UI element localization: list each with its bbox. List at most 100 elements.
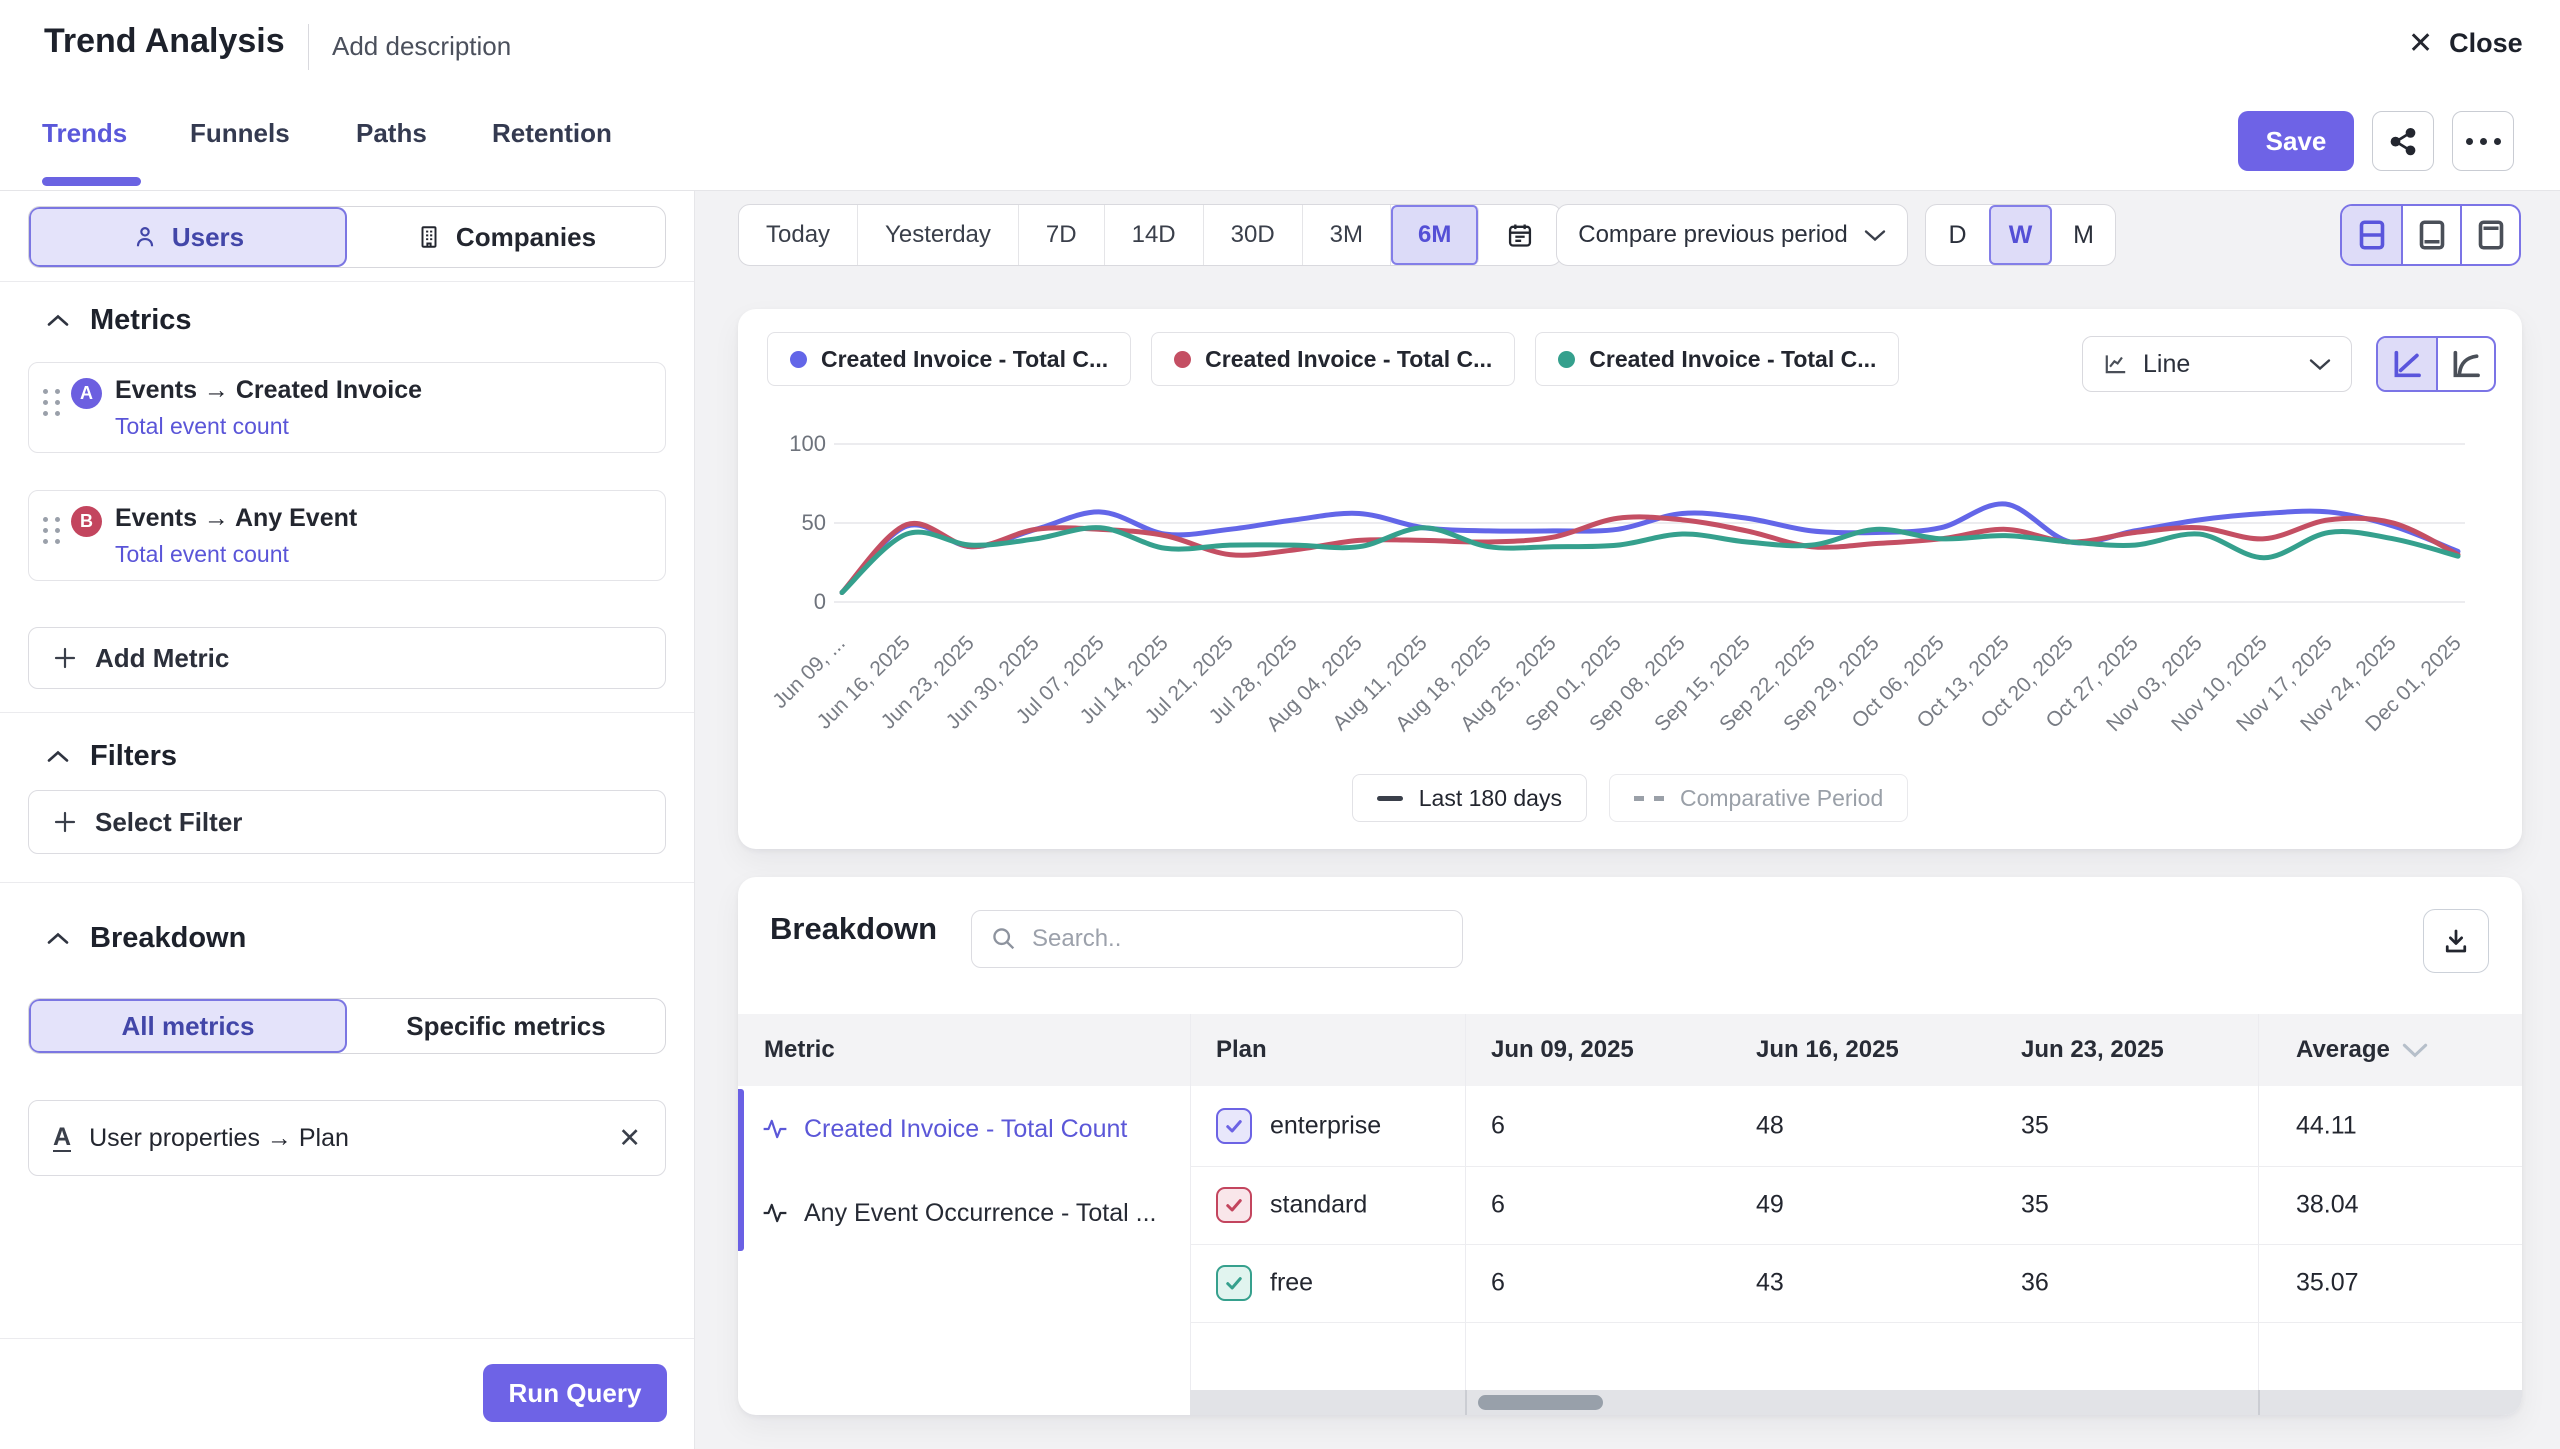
run-query-button[interactable]: Run Query xyxy=(483,1364,667,1422)
layout-chart-focus-button[interactable] xyxy=(2401,206,2460,264)
search-input[interactable] xyxy=(1032,925,1444,953)
download-icon xyxy=(2445,929,2467,953)
range-30d[interactable]: 30D xyxy=(1204,205,1303,265)
select-filter-button[interactable]: Select Filter xyxy=(28,790,666,854)
plus-icon xyxy=(54,647,76,669)
metric-event-label[interactable]: Events → Created Invoice xyxy=(115,376,423,404)
legend-chip-2[interactable]: Created Invoice - Total C... xyxy=(1535,332,1900,386)
comparative-period-toggle[interactable]: Comparative Period xyxy=(1608,774,1909,822)
metrics-section-header: Metrics xyxy=(46,304,192,337)
metric-measure-link[interactable]: Total event count xyxy=(115,541,289,567)
column-header-plan[interactable]: Plan xyxy=(1216,1014,1267,1086)
layout-table-focus-button[interactable] xyxy=(2460,206,2519,264)
checkbox-standard[interactable] xyxy=(1216,1187,1252,1223)
ellipsis-icon xyxy=(2465,137,2501,145)
column-header-average[interactable]: Average xyxy=(2296,1014,2428,1086)
average-cell: 44.11 xyxy=(2296,1111,2357,1140)
y-axis-label: 0 xyxy=(813,589,826,614)
average-cell: 38.04 xyxy=(2296,1190,2359,1219)
compare-dropdown[interactable]: Compare previous period xyxy=(1556,204,1908,266)
entity-tab-users[interactable]: Users xyxy=(29,207,347,267)
share-button[interactable] xyxy=(2372,111,2434,171)
column-header-jun-16-2025[interactable]: Jun 16, 2025 xyxy=(1756,1014,1899,1086)
chevron-up-icon[interactable] xyxy=(46,749,70,764)
table-footer-strip xyxy=(1190,1390,2522,1415)
metric-event-label[interactable]: Events → Any Event xyxy=(115,504,358,532)
tab-trends[interactable]: Trends xyxy=(42,118,128,148)
breakdown-tab-all-metrics[interactable]: All metrics xyxy=(29,999,347,1053)
range-yesterday[interactable]: Yesterday xyxy=(858,205,1019,265)
metric-card-a[interactable]: A Events → Created Invoice Total event c… xyxy=(28,362,666,453)
entity-tab-users-label: Users xyxy=(171,221,245,252)
drag-handle-icon[interactable] xyxy=(43,389,61,416)
breakdown-heading: Breakdown xyxy=(90,922,247,954)
column-header-metric[interactable]: Metric xyxy=(764,1014,835,1086)
metric-badge-b: B xyxy=(71,506,102,537)
value-cell: 6 xyxy=(1491,1268,1505,1297)
legend-dot-icon xyxy=(1174,350,1192,368)
layout-split-button[interactable] xyxy=(2342,206,2401,264)
solid-line-icon xyxy=(1376,795,1403,801)
tab-funnels[interactable]: Funnels xyxy=(190,118,290,148)
metric-row-0[interactable]: Created Invoice - Total Count xyxy=(738,1089,1178,1169)
entity-tab-companies[interactable]: Companies xyxy=(347,207,665,267)
download-button[interactable] xyxy=(2423,909,2489,973)
breakdown-property-chip[interactable]: A User properties → Plan ✕ xyxy=(28,1100,666,1176)
legend-chip-1[interactable]: Created Invoice - Total C... xyxy=(1151,332,1516,386)
chart-type-dropdown[interactable]: Line xyxy=(2082,336,2352,392)
checkbox-free[interactable] xyxy=(1216,1265,1252,1301)
range-7d[interactable]: 7D xyxy=(1019,205,1105,265)
metrics-heading: Metrics xyxy=(90,304,192,336)
chevron-up-icon[interactable] xyxy=(46,313,70,328)
horizontal-scrollbar[interactable] xyxy=(1478,1395,1603,1410)
sidebar-divider xyxy=(0,882,694,883)
entity-toggle: Users Companies xyxy=(28,206,666,268)
column-header-label: Plan xyxy=(1216,1036,1267,1063)
range-today[interactable]: Today xyxy=(739,205,859,265)
breakdown-tab-specific-metrics[interactable]: Specific metrics xyxy=(347,999,665,1053)
chevron-up-icon[interactable] xyxy=(46,931,70,946)
range-3m[interactable]: 3M xyxy=(1303,205,1391,265)
granularity-m[interactable]: M xyxy=(2073,220,2094,249)
checkbox-enterprise[interactable] xyxy=(1216,1108,1252,1144)
app-header: Trend Analysis Add description ✕ Close T… xyxy=(0,0,2560,191)
add-description-button[interactable]: Add description xyxy=(332,31,512,61)
breakdown-card: Breakdown Metric Plan Jun 09, 2025 Jun 16, … xyxy=(738,877,2522,1415)
column-header-jun-23-2025[interactable]: Jun 23, 2025 xyxy=(2021,1014,2164,1086)
more-options-button[interactable] xyxy=(2452,111,2514,171)
close-button[interactable]: ✕ Close xyxy=(2408,28,2523,59)
granularity-w[interactable]: W xyxy=(1989,205,2052,265)
remove-breakdown-icon[interactable]: ✕ xyxy=(618,1122,641,1153)
save-button[interactable]: Save xyxy=(2238,111,2354,171)
log-scale-button[interactable] xyxy=(2436,338,2494,390)
range-6m[interactable]: 6M xyxy=(1391,205,1480,265)
current-period-toggle[interactable]: Last 180 days xyxy=(1351,774,1587,822)
add-metric-button[interactable]: Add Metric xyxy=(28,627,666,689)
filters-section-header: Filters xyxy=(46,740,177,773)
sidebar-divider xyxy=(0,281,694,282)
close-label: Close xyxy=(2449,28,2523,58)
search-icon xyxy=(993,928,1015,950)
column-header-jun-09-2025[interactable]: Jun 09, 2025 xyxy=(1491,1014,1634,1086)
breakdown-mode-toggle: All metrics Specific metrics xyxy=(28,998,666,1054)
plan-name: enterprise xyxy=(1270,1111,1382,1140)
column-header-label: Metric xyxy=(764,1036,835,1063)
tab-retention[interactable]: Retention xyxy=(492,118,612,148)
metric-measure-link[interactable]: Total event count xyxy=(115,413,289,439)
plan-name: standard xyxy=(1270,1190,1368,1219)
drag-handle-icon[interactable] xyxy=(43,517,61,544)
column-header-label: Average xyxy=(2296,1036,2390,1063)
granularity-d[interactable]: D xyxy=(1948,220,1967,249)
tab-paths[interactable]: Paths xyxy=(356,118,427,148)
legend-chip-0[interactable]: Created Invoice - Total C... xyxy=(767,332,1132,386)
metric-row-1[interactable]: Any Event Occurrence - Total ... xyxy=(738,1173,1178,1253)
linear-scale-button[interactable] xyxy=(2378,338,2436,390)
calendar-icon xyxy=(1509,224,1532,247)
footer-legend-label: Comparative Period xyxy=(1679,784,1884,811)
calendar-button[interactable] xyxy=(1479,205,1561,265)
metric-card-b[interactable]: B Events → Any Event Total event count xyxy=(28,490,666,581)
legend-chip-label: Created Invoice - Total C... xyxy=(1589,345,1877,372)
range-14d[interactable]: 14D xyxy=(1105,205,1204,265)
plan-row-standard: standard 6 49 35 38.04 xyxy=(1190,1166,2522,1244)
breakdown-search[interactable] xyxy=(971,910,1463,968)
